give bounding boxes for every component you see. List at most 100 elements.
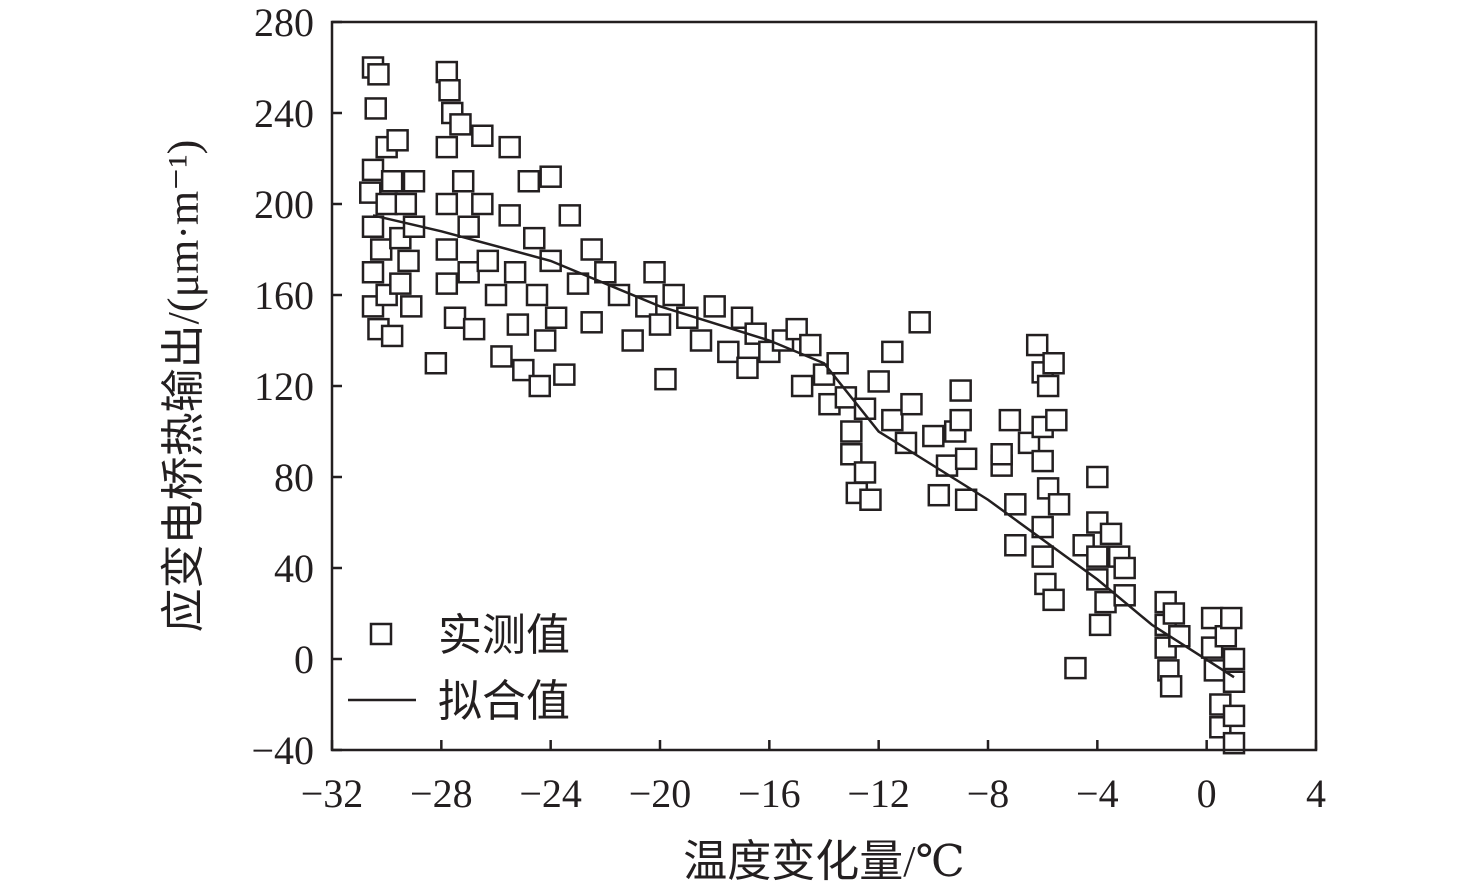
measured-point [935,454,959,477]
y-tick-label: 240 [254,91,314,136]
measured-point [1042,588,1065,612]
measured-point [435,192,459,216]
measured-point [435,272,459,295]
measured-point [594,261,617,284]
measured-point [790,374,814,398]
measured-point [881,340,904,364]
measured-point [853,397,877,420]
measured-point [1031,449,1054,473]
legend: 实测值 拟合值 [348,611,570,726]
measured-point [853,461,877,484]
measured-point [512,358,535,382]
x-tick-label: −16 [738,771,801,816]
measured-point [498,204,521,227]
measured-point [380,170,404,193]
measured-point [369,238,393,261]
x-tick-label: −4 [1076,771,1119,816]
measured-point [949,379,972,402]
x-tick-label: 4 [1306,771,1326,816]
measured-point [717,340,740,364]
measured-point [1064,656,1087,680]
measured-point [954,488,978,511]
measured-point [361,261,385,284]
measured-point [1094,590,1117,614]
measured-point [1088,613,1112,637]
measured-point [361,158,385,182]
measured-point [498,135,521,159]
measured-point [490,345,513,368]
x-tick-label: −12 [847,771,910,816]
measured-point [998,408,1022,432]
measured-point [1036,374,1060,398]
measured-point [654,367,677,391]
measured-point [438,79,461,102]
measured-point [476,249,500,273]
measured-point [990,443,1013,466]
measured-point [799,333,822,357]
measured-point [375,192,398,216]
measured-point [881,408,904,432]
y-axis: −40 0 40 80 120 160 200 240 280 [251,0,342,773]
measured-point [840,420,863,443]
measured-point [435,135,459,159]
x-tick-label: 0 [1197,771,1217,816]
measured-point [1047,493,1071,516]
measured-point [364,97,387,120]
measured-point [402,170,426,193]
x-tick-label: −20 [629,771,692,816]
measured-point [922,424,945,448]
measured-point [451,170,475,193]
measured-point [1220,606,1243,630]
measured-point [400,295,423,318]
measured-point [394,192,418,216]
measured-point [834,386,858,409]
x-tick-label: −32 [301,771,364,816]
measured-point [1086,465,1109,489]
measured-point [471,124,494,147]
x-tick-label: −8 [967,771,1010,816]
measured-point [528,374,551,398]
measured-point [506,313,530,336]
measured-point [1025,333,1049,357]
measured-point [954,447,978,471]
measured-point [1004,534,1027,557]
measured-point [1099,522,1123,546]
measured-point [648,313,672,336]
y-tick-label: 200 [254,182,314,227]
legend-label-measured: 实测值 [438,611,570,660]
measured-point [1222,731,1246,755]
measured-point [457,261,480,284]
measured-point [908,311,931,334]
measured-point [503,261,527,284]
measured-point [1222,704,1246,728]
x-tick-label: −24 [519,771,582,816]
measured-point [1031,545,1054,568]
measured-point [435,238,459,261]
x-tick-label: −28 [410,771,473,816]
y-tick-label: 0 [294,637,314,682]
fitted-line [372,214,1235,679]
measured-point [635,295,658,318]
measured-point [544,306,568,329]
measured-point [539,165,562,188]
measured-point [462,317,486,341]
measured-point [580,238,603,261]
y-tick-label: −40 [251,728,314,773]
measured-point [703,295,726,318]
measured-point [643,261,666,284]
y-tick-label: 80 [274,455,314,500]
y-tick-label: 40 [274,546,314,591]
measured-point [949,408,972,432]
measured-point [826,352,849,375]
x-axis: −32 −28 −24 −20 −16 −12 −8 −4 0 4 [301,740,1326,816]
measured-point [689,329,713,352]
x-axis-label: 温度变化量/℃ [683,837,964,886]
measured-point [1113,556,1136,580]
y-tick-label: 160 [254,273,314,318]
measured-point [517,170,541,193]
measured-point [397,249,420,273]
measured-point [361,215,385,238]
measured-point [1004,493,1027,516]
measured-point [566,272,590,295]
